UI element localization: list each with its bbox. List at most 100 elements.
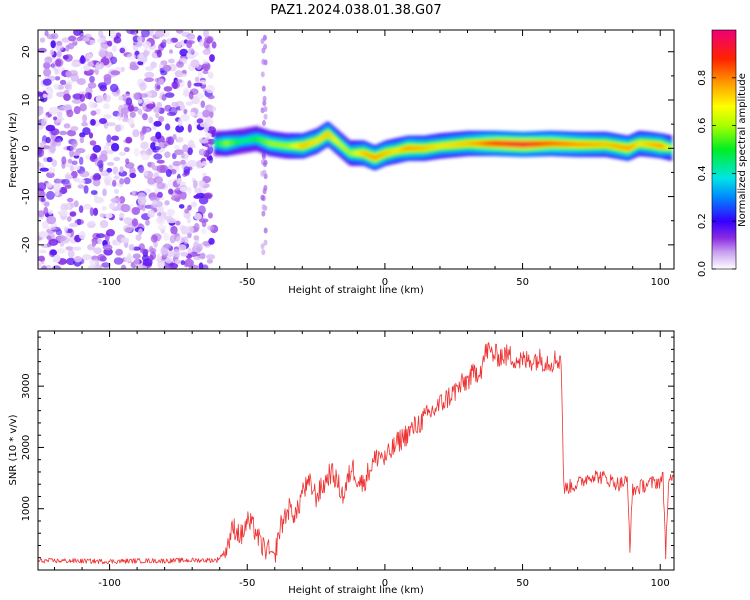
spectrogram-noise-blob [207,138,216,145]
colorbar-frame [711,29,737,270]
spectrogram-noise-blob [132,45,139,51]
spectrogram-noise-blob [56,111,63,118]
spectrogram-noise-blob [150,234,158,243]
spectrogram-noise-blob [125,158,130,165]
spectrogram-noise-blob [118,151,127,156]
spectrogram-noise-blob [97,237,102,245]
spectrogram-ridge-cell [590,142,593,147]
spectrogram-noise-blob [173,149,184,156]
spectrogram-noise-blob [78,205,84,214]
spectrogram-noise-blob [38,249,47,254]
spectrogram-noise-blob [170,169,177,175]
spectrogram-ridge-cell [646,142,650,146]
spectrogram-ridge-cell [638,141,641,146]
spectrogram-noise-blob [172,248,181,258]
spectrogram-ridge-cell [294,144,298,148]
spectrogram-noise-blob [43,201,50,207]
spectrogram-noise-blob [198,218,209,223]
spectrogram-noise-blob [145,219,150,226]
spectrogram-noise-blob [199,122,208,128]
spectrogram-ridge-cell [432,145,435,149]
spectrogram-ridge-cell [620,145,623,149]
spectrogram-noise-blob [92,179,101,187]
spectrogram-noise-blob [108,30,117,39]
spectrogram-noise-blob [263,113,268,120]
spectrogram-ridge-cell [575,142,579,147]
spectrogram-ridge-cell [266,141,270,145]
spectrogram-y-tick-label: -10 [21,188,32,204]
spectrogram-ridge-cell [440,144,443,148]
spectrogram-noise-blob [208,105,217,113]
spectrogram-noise-blob [193,194,201,199]
spectrogram-noise-blob [97,254,106,262]
spectrogram-ridge-cell [612,144,615,148]
spectrogram-ridge-cell [438,144,441,148]
spectrogram-ridge-cell [468,141,471,146]
spectrogram-y-tick-label: 10 [21,94,32,107]
spectrogram-noise-blob [83,203,92,210]
spectrogram-ridge-cell [298,144,301,148]
spectrogram-noise-blob [118,95,124,101]
spectrogram-noise-blob [71,61,81,68]
spectrogram-noise-blob [90,119,96,126]
spectrogram-noise-blob [176,178,181,185]
spectrogram-noise-blob [179,186,189,193]
spectrogram-noise-blob [79,156,84,165]
spectrogram-noise-blob [88,101,96,109]
spectrogram-ridge-cell [235,140,238,144]
spectrogram-noise-blob [171,101,179,107]
spectrogram-noise-blob [143,50,149,58]
spectrogram-noise-blob [172,160,182,167]
spectrogram-ridge-cell [291,144,294,148]
spectrogram-ridge-cell [595,142,598,147]
spectrogram-ridge-cell [539,142,542,146]
spectrogram-noise-blob [103,103,110,110]
spectrogram-noise-blob [42,220,49,229]
spectrogram-ridge-cell [511,142,514,146]
spectrogram-ridge-cell [617,144,620,149]
spectrogram-ridge-cell [666,145,669,150]
spectrogram-y-tick-label: -20 [21,237,32,253]
spectrogram-noise-blob [187,147,193,156]
spectrogram-noise-blob [137,98,143,104]
spectrogram-noise-blob [113,175,120,180]
spectrogram-noise-blob [84,92,92,100]
spectrogram-ridge-cell [290,144,293,148]
spectrogram-noise-blob [189,111,196,117]
spectrogram-noise-blob [97,37,106,44]
spectrogram-noise-blob [187,231,192,239]
spectrogram-ridge-cell [400,147,403,152]
spectrogram-noise-blob [93,207,99,216]
spectrogram-noise-blob [96,233,106,239]
spectrogram-noise-blob [111,142,120,152]
spectrogram-x-tick-label: 0 [382,277,388,288]
spectrogram-noise-blob [262,34,267,41]
spectrogram-ridge-cell [565,142,569,146]
spectrogram-noise-blob [99,220,109,229]
spectrogram-noise-blob [262,95,267,102]
spectrogram-noise-blob [158,78,165,85]
spectrogram-noise-blob [177,244,187,251]
spectrogram-ridge-cell [268,141,271,145]
spectrogram-noise-blob [176,61,184,68]
spectrogram-noise-blob [82,127,91,136]
spectrogram-noise-blob [156,253,161,261]
spectrogram-ridge-cell [349,151,352,155]
spectrogram-ridge-cell [570,142,574,146]
spectrogram-ridge-cell [428,145,432,150]
spectrogram-ridge-cell [405,146,408,151]
snr-series-line [38,342,674,565]
spectrogram-ridge-cell [437,144,440,148]
spectrogram-ridge-cell [498,141,501,146]
spectrogram-noise-blob [207,94,215,100]
spectrogram-noise-blob [193,241,199,249]
spectrogram-y-tick-label: 20 [21,45,32,58]
spectrogram-noise-blob [177,118,183,127]
spectrogram-ridge-cell [541,142,544,146]
spectrogram-ridge-cell [458,142,461,146]
spectrogram-ridge-cell [280,143,283,147]
spectrogram-ridge-cell [484,141,488,146]
spectrogram-ridge-cell [326,132,329,136]
spectrogram-ridge-cell [501,142,504,146]
spectrogram-noise-blob [62,182,72,188]
